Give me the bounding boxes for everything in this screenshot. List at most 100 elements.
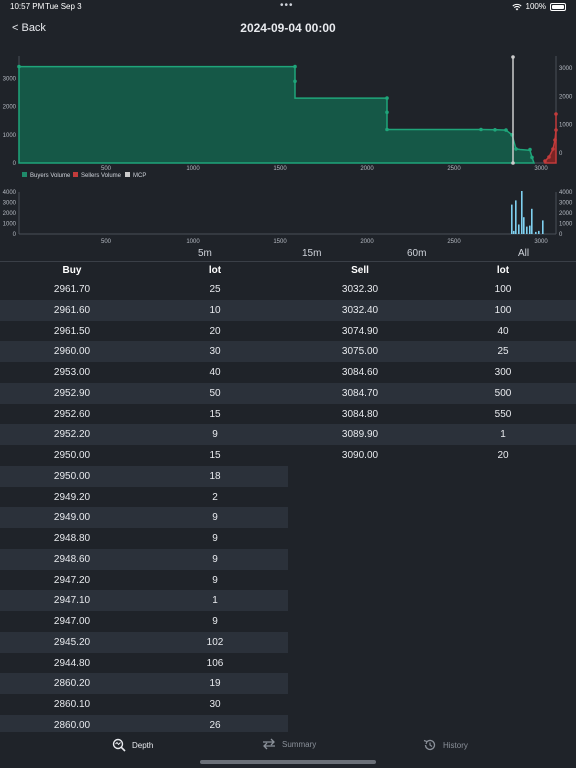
buyers-point	[530, 155, 534, 160]
table-row: 2860.20 19	[0, 673, 288, 695]
sellers-point	[554, 112, 558, 116]
table-row: 2944.80 106	[0, 653, 288, 674]
volume-bar	[523, 217, 525, 234]
buy-price: 2960.00	[53, 346, 91, 358]
y-tick-label-left: 4000	[3, 190, 17, 196]
tab-depth[interactable]: Depth	[112, 738, 153, 752]
buyers-point	[479, 127, 483, 132]
legend-swatch	[22, 172, 27, 177]
sell-lot: 20	[497, 450, 509, 461]
range-60m[interactable]: 60m	[407, 248, 427, 259]
header-sell-lot: lot	[496, 265, 510, 276]
buy-lot: 9	[212, 429, 218, 441]
buyers-point	[493, 128, 497, 132]
table-row: 2945.20 102	[0, 631, 288, 653]
volume-bar	[538, 230, 540, 234]
tab-history-label: History	[443, 740, 468, 750]
depth-chart[interactable]: 500 1000 1500 2000 2500 3000 0 1000 2000 3000 0 100…	[0, 44, 576, 184]
table-row: 2947.20 9	[0, 570, 288, 591]
status-right: 100%	[511, 2, 566, 11]
sell-price: 3074.90	[341, 325, 379, 337]
x-tick-label: 2000	[360, 166, 374, 172]
y-tick-label-right: 3000	[559, 66, 573, 72]
header-sell: Sell	[351, 265, 369, 276]
buy-price: 2860.20	[53, 678, 91, 690]
buy-lot: 26	[209, 719, 221, 731]
buy-price: 2945.20	[53, 636, 91, 648]
sell-price: 3075.00	[341, 346, 379, 358]
y-tick-label-left: 0	[13, 232, 17, 238]
depth-chart-svg: 500 1000 1500 2000 2500 3000 0 1000 2000 3000 0 100…	[3, 55, 573, 179]
sell-price: 3032.30	[341, 284, 379, 295]
range-5m[interactable]: 5m	[198, 248, 212, 259]
buy-lot: 18	[209, 470, 221, 482]
sellers-point	[554, 128, 558, 132]
buy-lot: 19	[209, 678, 221, 690]
buy-lot: 106	[206, 657, 224, 669]
table-row: 3084.80 550	[288, 404, 576, 425]
buyers-point	[385, 127, 389, 132]
x-tick-label: 500	[101, 239, 112, 245]
y-tick-label-left: 1000	[3, 133, 17, 139]
volume-chart-svg: 0 1000 2000 3000 4000 0 1000 2000 3000 4000 500 100…	[3, 190, 573, 245]
multitask-dots[interactable]: •••	[280, 0, 294, 11]
volume-bar	[515, 200, 517, 234]
y-tick-label-right: 3000	[559, 201, 573, 207]
y-tick-label-right: 1000	[559, 123, 573, 129]
y-tick-label-right: 2000	[559, 211, 573, 217]
buy-price: 2950.00	[53, 450, 91, 461]
sell-lot: 100	[494, 304, 512, 316]
buy-lot: 9	[212, 553, 218, 565]
y-tick-label-left: 2000	[3, 105, 17, 111]
sell-lot: 25	[497, 346, 509, 358]
buy-lot: 15	[209, 408, 221, 420]
range-all[interactable]: All	[518, 248, 530, 259]
y-tick-label-left: 2000	[3, 211, 17, 217]
y-tick-label-left: 1000	[3, 222, 17, 228]
buy-price: 2860.10	[53, 699, 91, 710]
tab-depth-label: Depth	[132, 740, 154, 750]
buy-price: 2948.60	[53, 553, 91, 565]
buyers-point	[385, 110, 389, 115]
sellers-point	[547, 155, 551, 159]
buy-price: 2961.60	[53, 304, 91, 316]
buyers-point	[504, 128, 508, 132]
sell-lot: 550	[494, 408, 512, 420]
sell-price: 3084.60	[341, 367, 379, 378]
range-15m[interactable]: 15m	[302, 248, 322, 259]
table-row: 2952.60 15	[0, 404, 576, 425]
legend-label: MCP	[133, 173, 146, 179]
divider	[0, 261, 576, 262]
table-row: 3032.30 100	[288, 279, 576, 300]
volume-chart[interactable]: 0 1000 2000 3000 4000 0 1000 2000 3000 4000 500 100…	[0, 186, 576, 248]
sell-price: 3084.70	[341, 387, 379, 399]
buyers-point	[514, 147, 518, 151]
buy-price: 2952.20	[53, 429, 91, 441]
sell-lot: 1	[500, 429, 506, 441]
x-tick-label: 1500	[273, 239, 287, 245]
table-row: 2953.00 40	[0, 362, 576, 383]
table-row: 3084.70 500	[288, 383, 576, 404]
page-title: 2024-09-04 00:00	[240, 21, 336, 35]
table-row: 2947.00 9	[0, 611, 288, 632]
table-row: 2860.00 26	[0, 714, 288, 732]
y-tick-label-left: 0	[13, 161, 17, 167]
sellers-point	[551, 147, 555, 151]
sell-price: 3032.40	[341, 304, 379, 316]
tab-history[interactable]: History	[423, 738, 468, 752]
x-tick-label: 3000	[534, 166, 548, 172]
back-button[interactable]: < Back	[12, 22, 46, 34]
sellers-point	[553, 138, 557, 142]
buyers-area	[18, 65, 536, 164]
x-tick-label: 2500	[447, 239, 461, 245]
tab-summary[interactable]: Summary	[262, 738, 316, 750]
buy-price: 2953.00	[53, 367, 91, 378]
buy-lot: 9	[212, 512, 218, 524]
buy-price: 2961.70	[53, 284, 91, 295]
table-row: 2952.90 50	[0, 382, 576, 404]
legend-label: Sellers Volume	[81, 173, 122, 179]
order-book-table: Buy lot Sell lot 2961.70 25 2961.60 10 2961.…	[0, 262, 576, 732]
buy-lot: 9	[212, 533, 218, 544]
header-buy-lot: lot	[208, 265, 222, 276]
y-tick-label-left: 3000	[3, 201, 17, 207]
